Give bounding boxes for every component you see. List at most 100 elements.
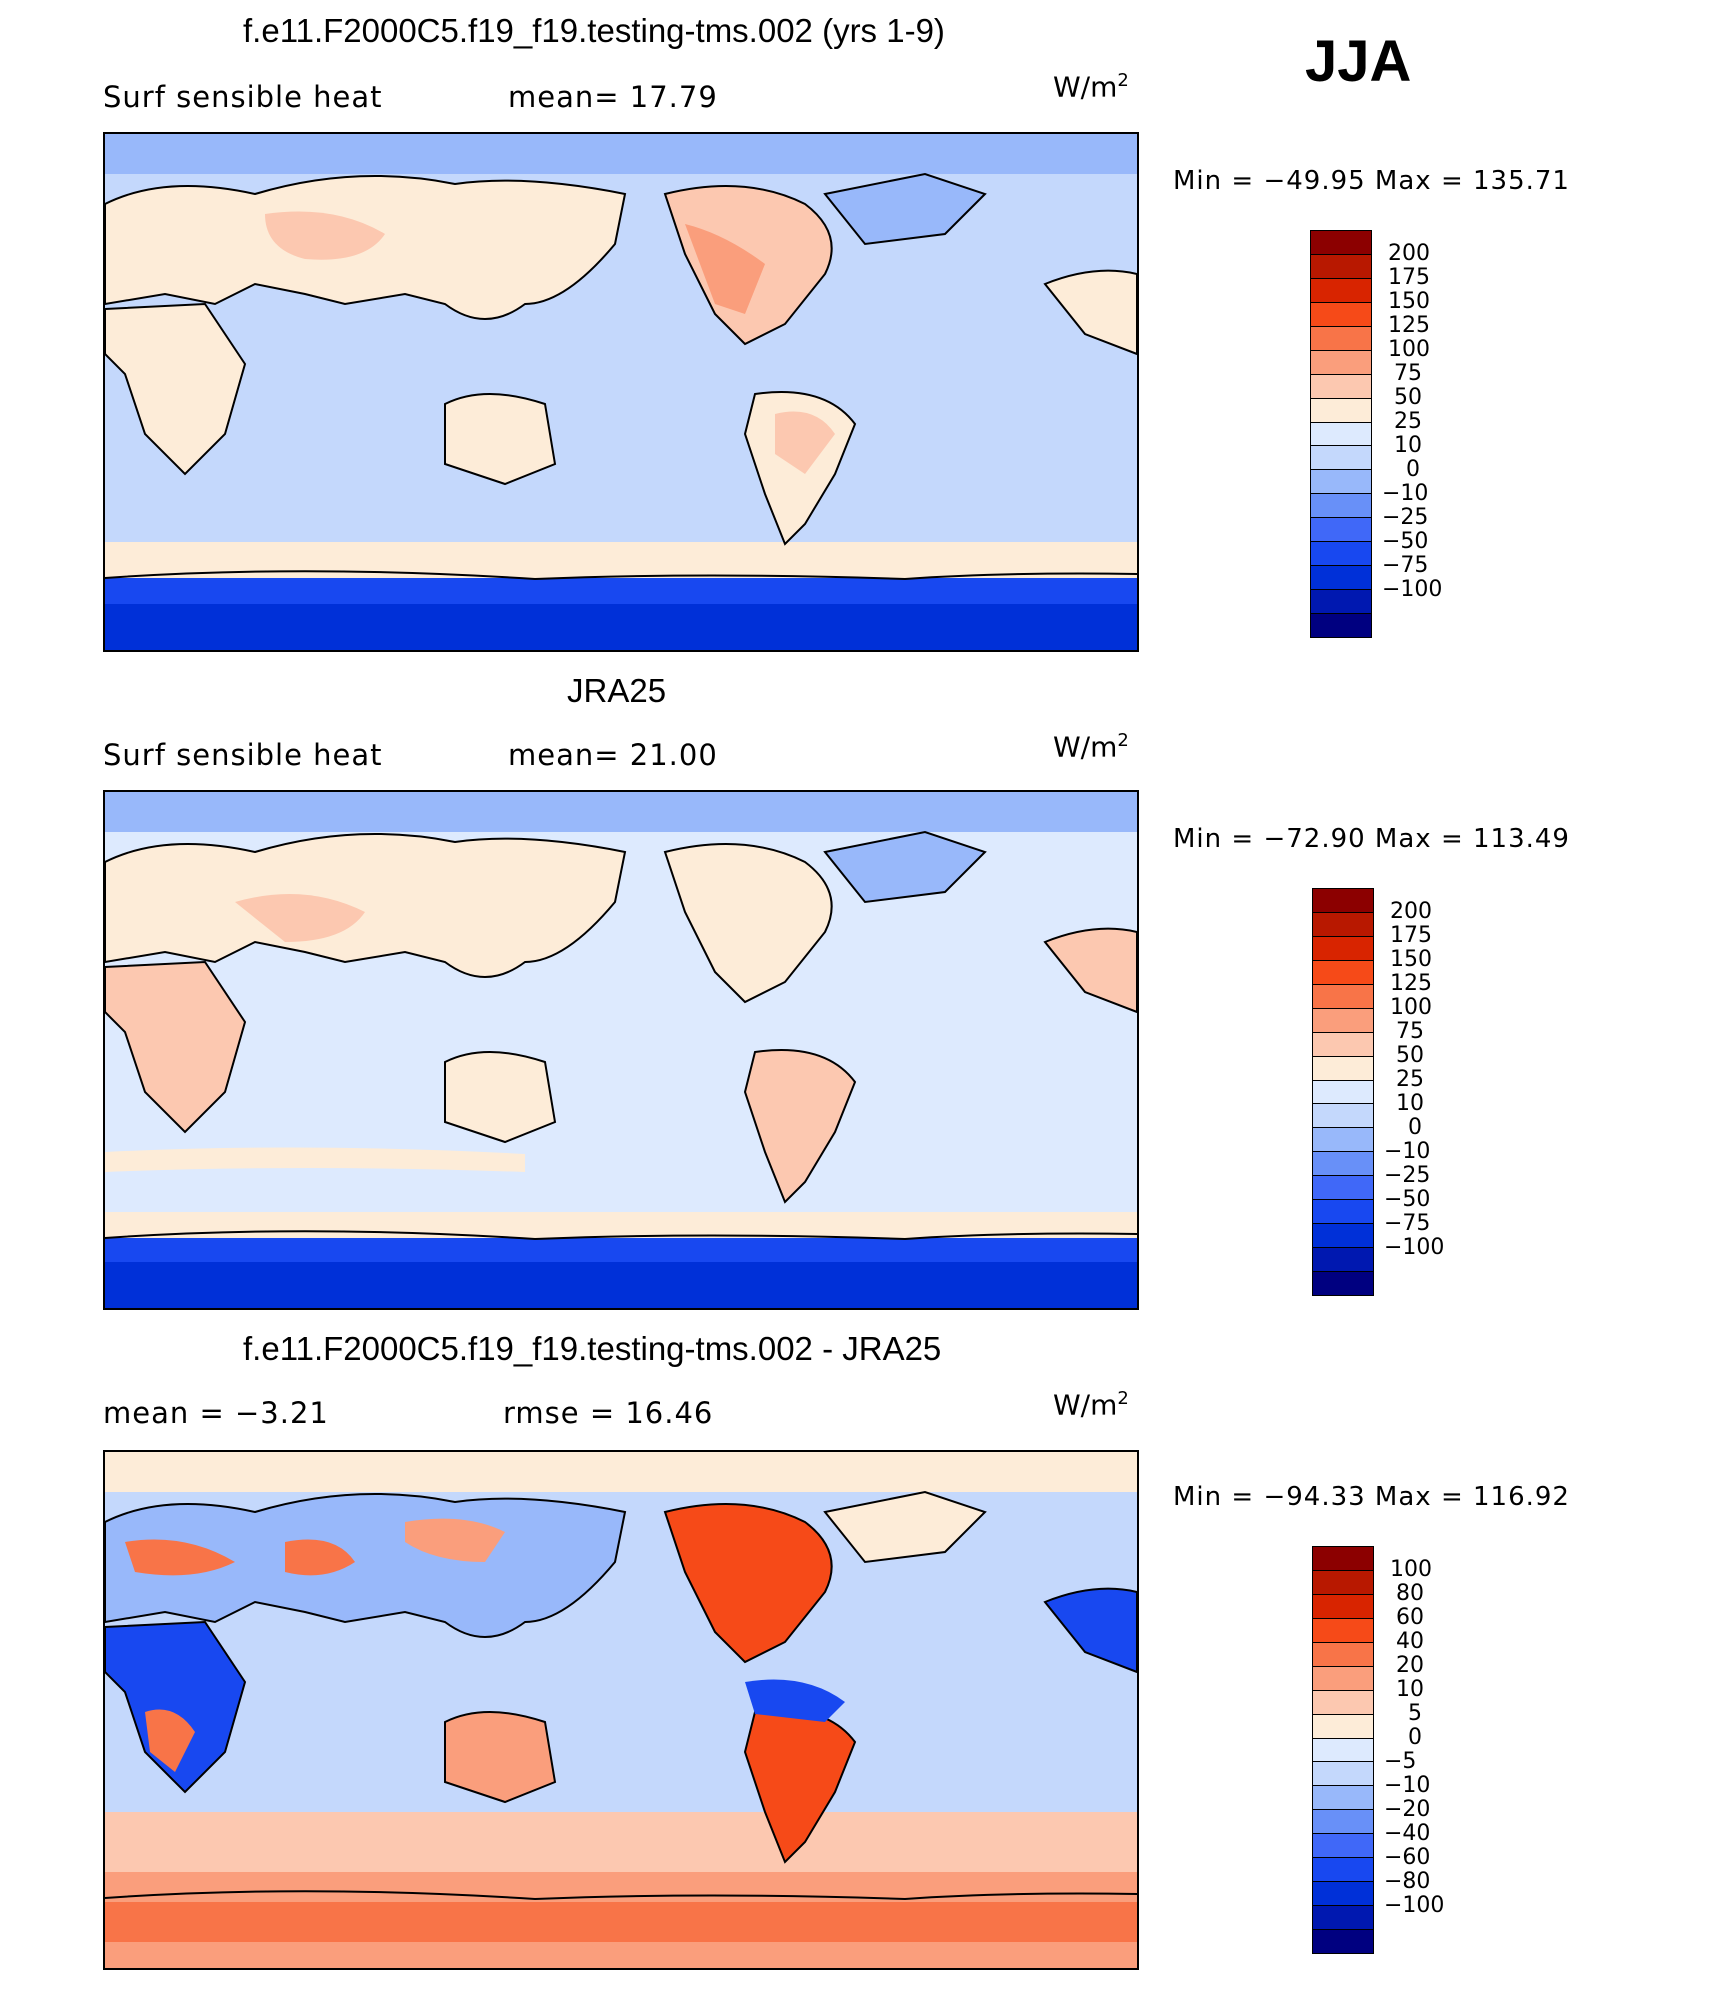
colorbar-tick-label: −5 (1384, 1749, 1417, 1774)
colorbar-tick-label: 0 (1408, 1725, 1422, 1750)
colorbar-tick-label: 100 (1388, 337, 1430, 362)
colorbar-swatch (1313, 1080, 1373, 1105)
colorbar-tick-label: −40 (1384, 1821, 1431, 1846)
colorbar-swatch (1313, 1810, 1373, 1835)
colorbar-swatch (1313, 1786, 1373, 1811)
colorbar-tick-label: 25 (1394, 409, 1422, 434)
panel-3-map (103, 1450, 1139, 1970)
colorbar-swatch (1313, 984, 1373, 1009)
colorbar-tick-label: 150 (1388, 289, 1430, 314)
colorbar-swatch (1313, 1272, 1373, 1295)
panel-3-title: f.e11.F2000C5.f19_f19.testing-tms.002 - … (243, 1330, 942, 1367)
colorbar-swatch (1313, 1714, 1373, 1739)
colorbar-swatch (1313, 936, 1373, 961)
panel-1-title: f.e11.F2000C5.f19_f19.testing-tms.002 (y… (243, 12, 945, 49)
colorbar-tick-label: −25 (1384, 1163, 1431, 1188)
colorbar-tick-label: 100 (1390, 1557, 1432, 1582)
colorbar-swatch (1313, 1690, 1373, 1715)
colorbar-tick-label: 125 (1390, 971, 1432, 996)
panel-2-colorbar-ticks: 200 175 150 125 100 75 50 25 10 0 −10 −25 −50 −75 −100 (1384, 888, 1504, 1296)
colorbar-tick-label: 50 (1396, 1043, 1424, 1068)
colorbar-tick-label: 10 (1396, 1677, 1424, 1702)
colorbar-swatch (1313, 1882, 1373, 1907)
colorbar-swatch (1313, 1738, 1373, 1763)
colorbar-swatch (1313, 1104, 1373, 1129)
colorbar-swatch (1313, 1834, 1373, 1859)
colorbar-swatch (1311, 470, 1371, 495)
colorbar-tick-label: 125 (1388, 313, 1430, 338)
colorbar-swatch (1311, 518, 1371, 543)
colorbar-tick-label: 100 (1390, 995, 1432, 1020)
panel-2-variable-label: Surf sensible heat (103, 738, 383, 772)
colorbar-tick-label: −10 (1384, 1139, 1431, 1164)
colorbar-tick-label: 0 (1406, 457, 1420, 482)
colorbar-swatch (1311, 614, 1371, 637)
colorbar-tick-label: 40 (1396, 1629, 1424, 1654)
colorbar-tick-label: −50 (1382, 529, 1429, 554)
colorbar-swatch (1311, 326, 1371, 351)
colorbar-swatch (1313, 1642, 1373, 1667)
colorbar-swatch (1313, 1128, 1373, 1153)
colorbar-swatch (1311, 566, 1371, 591)
colorbar-swatch (1313, 1858, 1373, 1883)
colorbar-swatch (1311, 398, 1371, 423)
colorbar-tick-label: −10 (1382, 481, 1429, 506)
colorbar-tick-label: 5 (1408, 1701, 1422, 1726)
colorbar-tick-label: 75 (1394, 361, 1422, 386)
colorbar-swatch (1311, 254, 1371, 279)
colorbar-swatch (1313, 1200, 1373, 1225)
colorbar-swatch (1313, 889, 1373, 913)
season-label: JJA (1305, 29, 1412, 94)
colorbar-tick-label: −50 (1384, 1187, 1431, 1212)
colorbar-tick-label: −10 (1384, 1773, 1431, 1798)
colorbar-tick-label: −80 (1384, 1869, 1431, 1894)
colorbar-swatch (1313, 960, 1373, 985)
colorbar-swatch (1313, 1152, 1373, 1177)
panel-3-colorbar-ticks: 100 80 60 40 20 10 5 0 −5 −10 −20 −40 −60 −80 −100 (1384, 1546, 1504, 1954)
panel-3-colorbar (1312, 1546, 1374, 1954)
colorbar-tick-label: 60 (1396, 1605, 1424, 1630)
colorbar-swatch (1311, 494, 1371, 519)
panel-2-map (103, 790, 1139, 1310)
colorbar-tick-label: 10 (1396, 1091, 1424, 1116)
panel-2-title: JRA25 (567, 672, 667, 709)
colorbar-swatch (1313, 1666, 1373, 1691)
colorbar-swatch (1313, 1547, 1373, 1571)
colorbar-swatch (1313, 1762, 1373, 1787)
colorbar-tick-label: 10 (1394, 433, 1422, 458)
colorbar-swatch (1311, 278, 1371, 303)
panel-3-rmse-label: rmse = 16.46 (503, 1396, 714, 1430)
colorbar-swatch (1313, 1032, 1373, 1057)
panel-3-units: W/m2 (1053, 1388, 1129, 1422)
panel-1-colorbar (1310, 230, 1372, 638)
colorbar-swatch (1313, 1930, 1373, 1953)
colorbar-tick-label: 175 (1388, 265, 1430, 290)
panel-1-minmax: Min = −49.95 Max = 135.71 (1173, 166, 1570, 196)
colorbar-tick-label: −25 (1382, 505, 1429, 530)
colorbar-tick-label: −100 (1384, 1235, 1445, 1260)
colorbar-swatch (1311, 374, 1371, 399)
colorbar-swatch (1311, 231, 1371, 255)
colorbar-tick-label: 25 (1396, 1067, 1424, 1092)
colorbar-tick-label: −60 (1384, 1845, 1431, 1870)
colorbar-swatch (1313, 1176, 1373, 1201)
colorbar-swatch (1313, 912, 1373, 937)
colorbar-tick-label: 200 (1388, 241, 1430, 266)
colorbar-tick-label: −100 (1384, 1893, 1445, 1918)
colorbar-tick-label: 200 (1390, 899, 1432, 924)
colorbar-swatch (1313, 1570, 1373, 1595)
panel-1-colorbar-ticks: 200 175 150 125 100 75 50 25 10 0 −10 −25 −50 −75 −100 (1382, 230, 1502, 638)
colorbar-tick-label: 20 (1396, 1653, 1424, 1678)
panel-2-units: W/m2 (1053, 730, 1129, 764)
panel-1-units: W/m2 (1053, 70, 1129, 104)
colorbar-swatch (1313, 1008, 1373, 1033)
panel-1-mean-label: mean= 17.79 (508, 80, 718, 114)
colorbar-tick-label: −20 (1384, 1797, 1431, 1822)
panel-1-variable-label: Surf sensible heat (103, 80, 383, 114)
colorbar-swatch (1313, 1906, 1373, 1930)
colorbar-tick-label: −75 (1382, 553, 1429, 578)
colorbar-tick-label: 75 (1396, 1019, 1424, 1044)
colorbar-tick-label: 0 (1408, 1115, 1422, 1140)
colorbar-tick-label: 150 (1390, 947, 1432, 972)
panel-2-colorbar (1312, 888, 1374, 1296)
